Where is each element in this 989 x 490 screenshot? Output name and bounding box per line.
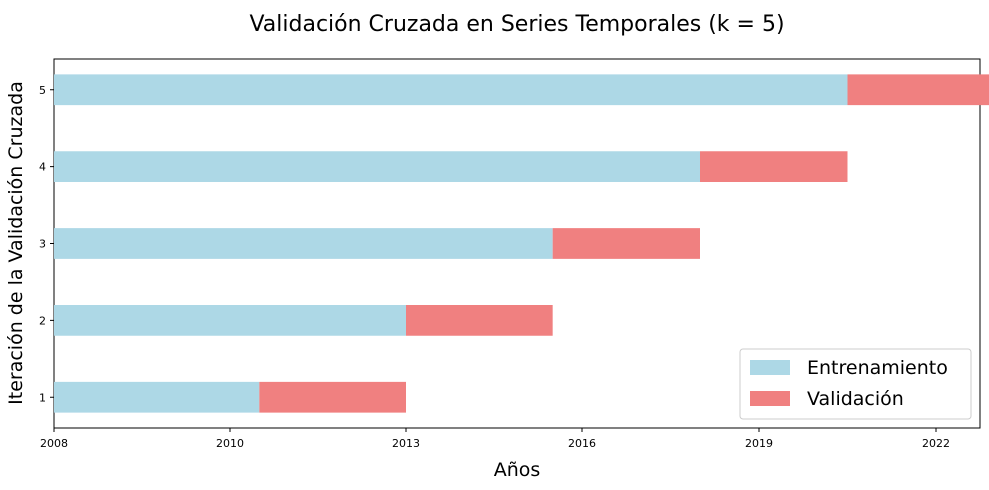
validation-bar-3 <box>552 228 700 259</box>
legend-swatch-validation <box>750 391 790 406</box>
validation-bar-1 <box>259 381 406 413</box>
y-tick-label: 5 <box>39 84 46 97</box>
validation-bar-2 <box>406 305 553 336</box>
chart-title: Validación Cruzada en Series Temporales … <box>249 12 784 37</box>
x-tick-label: 2008 <box>40 437 68 450</box>
legend-label-validation: Validación <box>807 388 904 410</box>
x-tick-label: 2019 <box>745 437 773 450</box>
x-tick-label: 2013 <box>392 437 420 450</box>
x-tick-label: 2016 <box>568 437 596 450</box>
y-tick-label: 3 <box>39 238 46 251</box>
validation-bar-4 <box>700 151 848 182</box>
training-bar-4 <box>54 151 700 182</box>
y-tick-label: 1 <box>39 391 46 404</box>
training-bar-5 <box>54 74 848 106</box>
training-bar-1 <box>54 381 260 413</box>
y-axis-label: Iteración de la Validación Cruzada <box>5 81 27 405</box>
legend-swatch-training <box>750 360 790 375</box>
bars-group <box>54 74 989 413</box>
training-bar-3 <box>54 228 553 259</box>
x-axis-label: Años <box>494 459 541 481</box>
y-axis-ticks: 1 2 3 4 5 <box>39 84 54 404</box>
legend-label-training: Entrenamiento <box>807 357 948 379</box>
validation-bar-5 <box>847 74 989 106</box>
x-tick-label: 2022 <box>922 437 950 450</box>
legend: Entrenamiento Validación <box>739 348 972 420</box>
x-axis-ticks: 2008 2010 2013 2016 2019 2022 <box>40 428 950 450</box>
training-bar-2 <box>54 305 406 336</box>
y-tick-label: 2 <box>39 314 46 327</box>
x-tick-label: 2010 <box>216 437 244 450</box>
legend-box <box>739 348 972 420</box>
y-tick-label: 4 <box>39 161 46 174</box>
